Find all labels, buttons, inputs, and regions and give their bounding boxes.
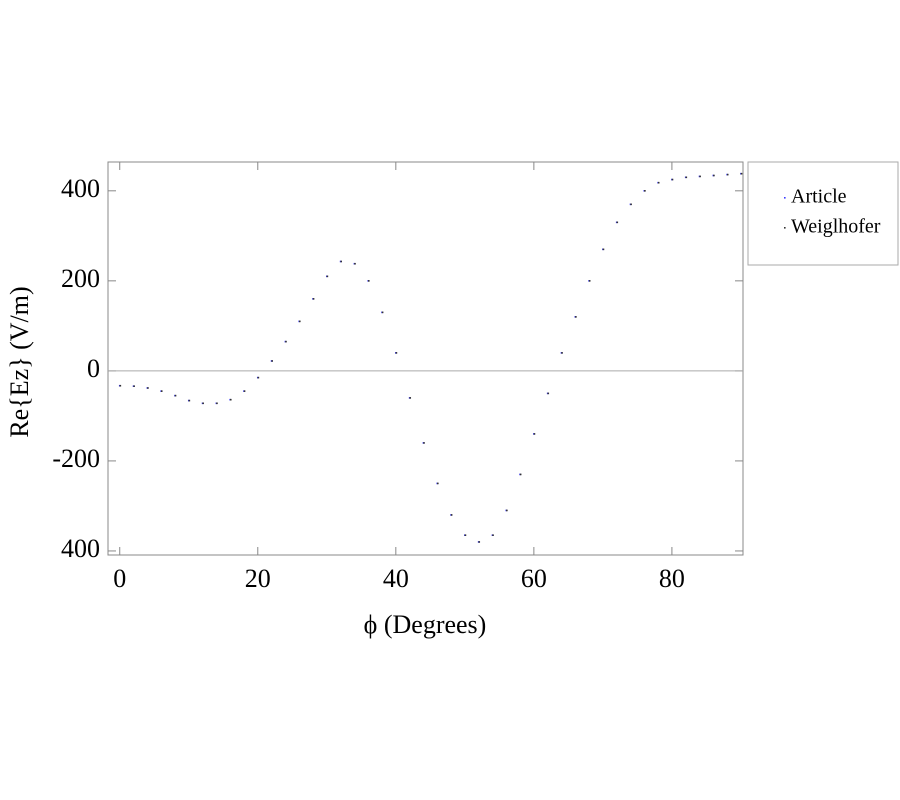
data-point bbox=[740, 172, 743, 175]
plot-frame bbox=[107, 161, 744, 556]
data-point bbox=[188, 399, 191, 402]
data-point bbox=[575, 316, 577, 318]
y-axis-label: Re{Ez} (V/m) bbox=[5, 286, 34, 437]
data-point bbox=[616, 221, 619, 224]
data-point bbox=[644, 190, 646, 192]
data-point bbox=[561, 352, 563, 354]
y-tick-label: -200 bbox=[52, 444, 100, 473]
legend-box bbox=[747, 161, 899, 266]
data-point bbox=[464, 534, 467, 536]
data-point bbox=[340, 260, 343, 263]
legend-marker bbox=[784, 227, 786, 229]
data-point bbox=[437, 482, 439, 485]
data-point bbox=[147, 387, 149, 389]
data-point bbox=[602, 248, 605, 251]
x-tick-label: 40 bbox=[383, 564, 409, 593]
data-point bbox=[381, 311, 384, 314]
y-tick-label: 0 bbox=[87, 354, 100, 383]
legend-label: Article bbox=[791, 186, 847, 208]
data-point bbox=[671, 178, 674, 181]
data-point bbox=[657, 181, 660, 184]
data-point bbox=[685, 176, 688, 179]
data-point bbox=[519, 473, 522, 476]
data-point bbox=[257, 376, 260, 379]
data-point bbox=[119, 384, 122, 387]
data-point bbox=[368, 280, 370, 282]
data-point bbox=[533, 433, 536, 435]
legend-label: Weiglhofer bbox=[791, 216, 881, 238]
data-point bbox=[713, 174, 715, 177]
data-point bbox=[630, 203, 632, 206]
data-point bbox=[354, 262, 356, 265]
x-tick-label: 0 bbox=[113, 564, 126, 593]
data-point bbox=[588, 280, 591, 282]
legend-marker bbox=[784, 197, 786, 199]
data-point bbox=[229, 398, 232, 401]
data-point bbox=[312, 298, 315, 300]
data-point bbox=[699, 175, 701, 178]
data-point bbox=[395, 352, 398, 354]
data-point bbox=[450, 514, 453, 516]
data-point bbox=[726, 173, 729, 176]
data-point bbox=[492, 534, 494, 536]
data-point bbox=[243, 390, 246, 392]
data-point bbox=[326, 275, 329, 278]
data-point bbox=[202, 402, 204, 405]
data-point bbox=[506, 509, 508, 512]
data-point bbox=[271, 360, 273, 362]
data-point bbox=[409, 397, 412, 399]
data-point bbox=[478, 541, 481, 543]
x-tick-label: 60 bbox=[521, 564, 547, 593]
x-axis-label: ϕ (Degrees) bbox=[364, 610, 487, 639]
data-point bbox=[174, 394, 177, 397]
data-point bbox=[285, 340, 287, 343]
data-point bbox=[160, 390, 163, 392]
data-point bbox=[216, 402, 218, 405]
data-point bbox=[423, 442, 425, 444]
y-tick-label: 400 bbox=[61, 174, 100, 203]
data-point bbox=[133, 385, 135, 387]
data-point bbox=[298, 320, 301, 323]
y-tick-label: 400 bbox=[61, 534, 100, 563]
y-tick-label: 200 bbox=[61, 264, 100, 293]
x-tick-label: 80 bbox=[659, 564, 685, 593]
x-tick-label: 20 bbox=[245, 564, 271, 593]
data-point bbox=[547, 392, 550, 395]
